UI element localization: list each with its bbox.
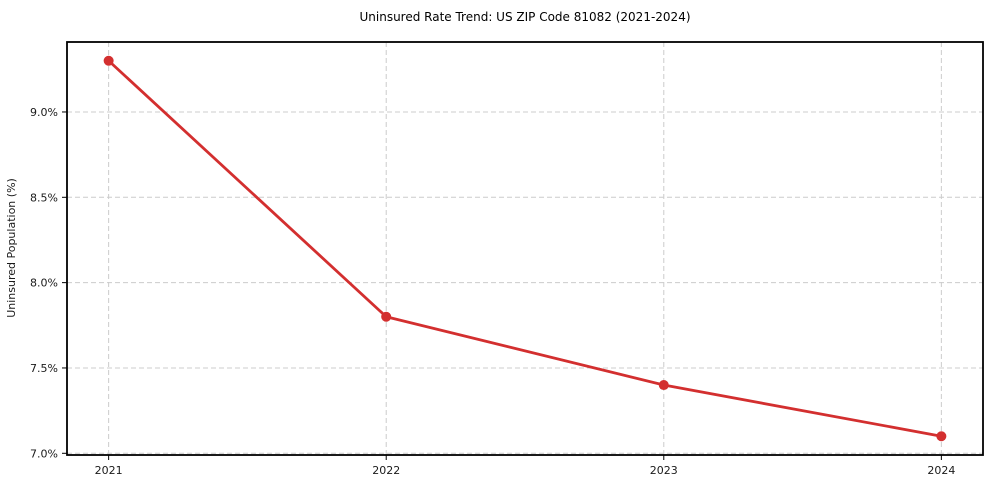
series-layer xyxy=(103,55,947,442)
data-point-marker xyxy=(381,311,392,322)
x-tick-label: 2023 xyxy=(650,464,678,477)
y-tick-label: 7.0% xyxy=(30,447,58,460)
y-tick-label: 9.0% xyxy=(30,106,58,119)
data-point-marker xyxy=(936,431,947,442)
y-axis-label: Uninsured Population (%) xyxy=(5,178,18,318)
data-point-marker xyxy=(658,380,669,391)
chart-title: Uninsured Rate Trend: US ZIP Code 81082 … xyxy=(359,10,690,24)
plot-border xyxy=(66,41,984,456)
x-tick-label: 2022 xyxy=(372,464,400,477)
y-tick-label: 8.5% xyxy=(30,191,58,204)
tick-layer: 7.0% 7.5% 8.0% 8.5% 9.0% 2021 2022 2023 2024 xyxy=(30,106,955,477)
grid-layer xyxy=(67,42,983,455)
trend-line xyxy=(107,59,943,438)
y-tick-label: 7.5% xyxy=(30,362,58,375)
x-tick-label: 2024 xyxy=(927,464,955,477)
data-point-marker xyxy=(103,55,114,66)
y-tick-label: 8.0% xyxy=(30,277,58,290)
x-tick-label: 2021 xyxy=(95,464,123,477)
